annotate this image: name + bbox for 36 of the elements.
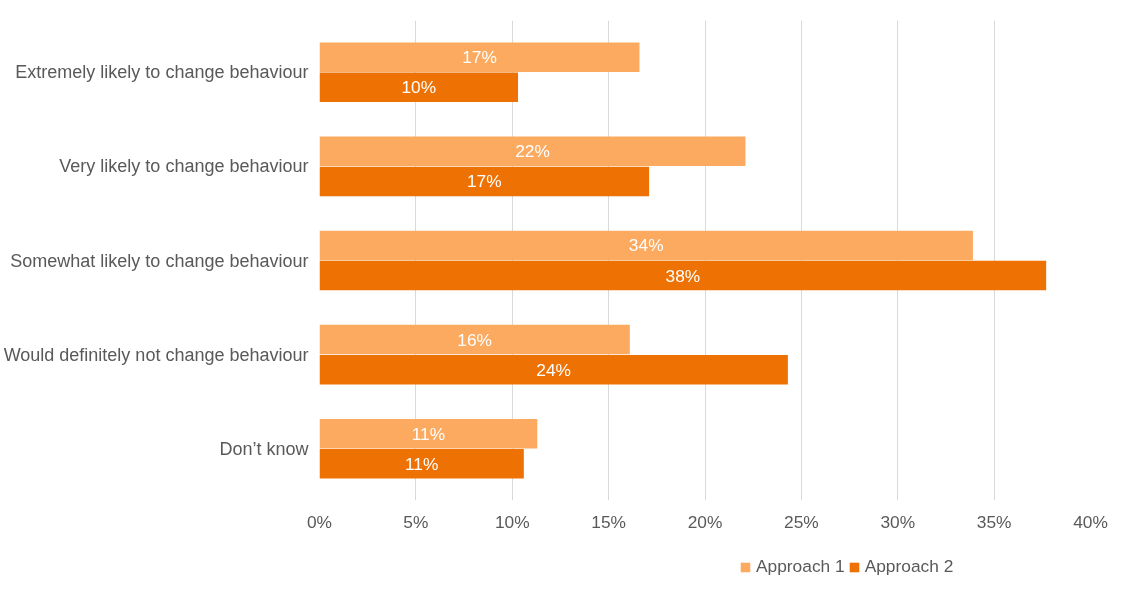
x-tick-label: 10% — [494, 511, 530, 532]
data-label: 10% — [401, 77, 437, 98]
y-tick-label: Somewhat likely to change behaviour — [10, 250, 309, 271]
x-tick-label: 0% — [306, 511, 333, 532]
bar — [319, 418, 538, 449]
bar — [319, 449, 524, 479]
data-label: 11% — [411, 423, 446, 444]
y-tick-label: Extremely likely to change behaviour — [15, 62, 309, 83]
x-tick-label: 40% — [1073, 511, 1108, 532]
data-label: 38% — [665, 265, 701, 286]
data-label: 11% — [404, 453, 439, 474]
bar — [319, 42, 640, 72]
legend-label: Approach 1 — [756, 556, 845, 577]
data-label: 17% — [466, 171, 502, 192]
data-label: 24% — [536, 359, 572, 380]
x-tick-label: 30% — [880, 511, 916, 532]
data-label: 16% — [457, 329, 493, 350]
bar — [319, 166, 650, 197]
legend-label: Approach 2 — [864, 556, 954, 577]
bar — [319, 72, 519, 103]
data-label: 34% — [628, 235, 664, 256]
bar — [319, 260, 1047, 291]
bar — [319, 324, 630, 355]
x-tick-label: 25% — [784, 511, 819, 532]
x-tick-label: 35% — [976, 511, 1012, 532]
y-tick-label: Very likely to change behaviour — [59, 156, 309, 177]
x-tick-label: 5% — [403, 511, 429, 532]
bar — [319, 354, 788, 385]
bar — [319, 230, 973, 261]
data-label: 17% — [462, 47, 497, 68]
y-tick-label: Don’t know — [219, 438, 310, 459]
bar — [319, 136, 746, 167]
data-label: 22% — [515, 141, 550, 162]
y-tick-label: Would definitely not change behaviour — [3, 344, 309, 365]
x-tick-label: 20% — [687, 511, 723, 532]
x-tick-label: 15% — [591, 511, 626, 532]
